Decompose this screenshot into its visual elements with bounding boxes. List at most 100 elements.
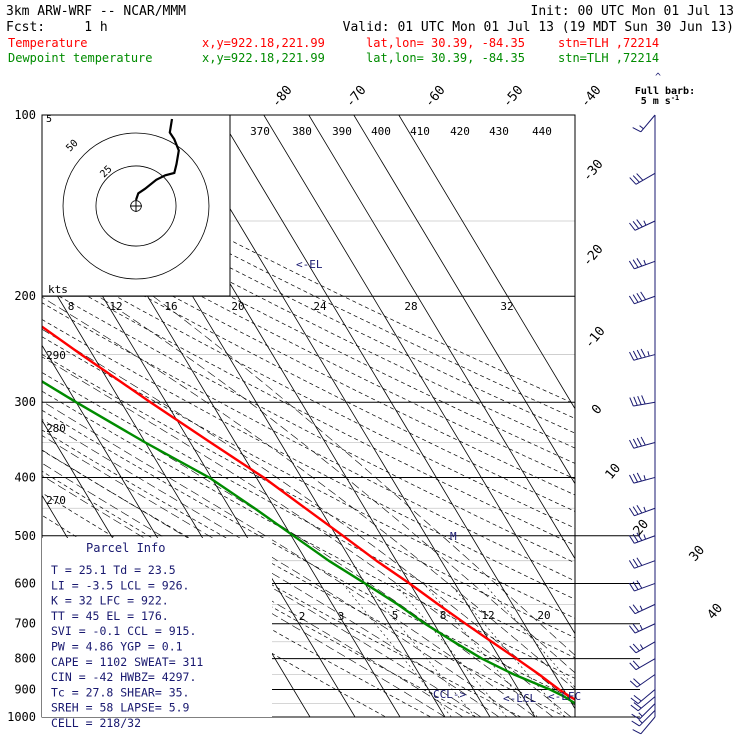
isotherm-tick-label: -50 <box>500 83 527 111</box>
dew-xy: x,y=922.18,221.99 <box>202 51 325 65</box>
wind-barb <box>631 710 656 727</box>
wind-barb <box>629 658 656 671</box>
isotherm-tick-label: 0 <box>589 402 606 418</box>
wind-barb-staff <box>634 623 656 634</box>
theta-e-label: 380 <box>292 125 312 138</box>
parcel-info-bg <box>42 538 272 717</box>
theta-label: 290 <box>46 349 66 362</box>
pressure-tick-label: 300 <box>14 395 36 409</box>
wind-barb-flag <box>633 678 641 686</box>
parcel-info-title: Parcel Info <box>86 541 165 555</box>
wind-barb-flag <box>629 662 637 670</box>
wind-barb <box>628 258 656 270</box>
header-model: 3km ARW-WRF -- NCAR/MMM <box>6 4 186 19</box>
theta-label: 280 <box>46 422 66 435</box>
wind-barb-flag <box>632 506 639 515</box>
wind-barb-flag <box>632 220 640 229</box>
wind-barb-flag <box>632 581 639 590</box>
moist-adiabat <box>42 462 464 717</box>
wind-barb-flag <box>632 259 639 268</box>
wind-barb-flag <box>636 580 643 589</box>
isotherm-tick-label: 10 <box>603 461 625 483</box>
pressure-tick-label: 700 <box>14 617 36 631</box>
isotherm-line <box>308 115 575 560</box>
theta-label: 270 <box>46 494 66 507</box>
parcel-info-row: CIN = -42 HWBZ= 4297. <box>51 670 196 684</box>
wind-barb <box>628 291 656 305</box>
isotherm-tick-label: -70 <box>343 83 370 111</box>
hodograph-ring-label: 5 <box>46 114 52 125</box>
theta-e-label: 440 <box>532 125 552 138</box>
temp-latlon: lat,lon= 30.39, -84.35 <box>366 36 525 50</box>
isotherm-line <box>218 115 575 710</box>
parcel-info-row: CELL = 218/32 <box>51 716 141 730</box>
wind-barb-flag <box>632 558 639 568</box>
theta-e-label: 400 <box>371 125 391 138</box>
wind-barb-flag <box>629 474 635 484</box>
pressure-tick-label: 400 <box>14 470 36 484</box>
hodograph-unit-label: kts <box>48 283 68 296</box>
wind-barb-half-flag <box>647 351 650 357</box>
hodo-speed-label: 8 <box>68 300 75 313</box>
wind-barb <box>629 219 656 231</box>
wind-barb-staff <box>634 560 656 569</box>
theta-e-label: 420 <box>450 125 470 138</box>
wind-barb-flag <box>632 623 640 632</box>
wind-barb-flag <box>629 439 635 449</box>
theta-e-label: 410 <box>410 125 430 138</box>
hodograph-ring <box>62 132 210 280</box>
el-marker: <-EL <box>296 258 323 271</box>
wind-barb-half-flag <box>643 220 647 226</box>
parcel-info-row: TT = 45 EL = 176. <box>51 609 169 623</box>
mixing-ratio-label: 3 <box>338 610 345 623</box>
wind-barb-flag <box>632 604 640 613</box>
plot-frame <box>41 114 576 718</box>
mixing-ratio-line <box>483 583 575 688</box>
wind-barb-flag <box>632 643 640 652</box>
theta-e-label: 370 <box>250 125 270 138</box>
wind-barb-flag <box>640 348 646 358</box>
wind-barb-flag <box>636 258 643 267</box>
wind-barb-flag <box>632 127 642 133</box>
dry-adiabat <box>42 336 575 619</box>
wind-barb-flag <box>629 606 636 614</box>
wind-barb-flag <box>632 438 639 448</box>
temp-stn: stn=TLH ,72214 <box>558 36 659 50</box>
dry-adiabat <box>42 354 575 639</box>
wind-barb-staff <box>636 674 656 688</box>
pressure-tick-label: 800 <box>14 652 36 666</box>
wind-barb-half-flag <box>639 644 644 650</box>
mixing-ratio-line <box>449 583 566 717</box>
wind-barb <box>629 348 656 361</box>
wind-key-line1: Full barb: <box>635 86 695 97</box>
isotherm-line <box>173 115 536 717</box>
wind-barb <box>629 472 656 484</box>
mixing-ratio-label: 12 <box>481 609 494 622</box>
wind-barb-flag <box>636 219 643 228</box>
isotherm-line <box>263 115 575 635</box>
m-marker: M <box>450 530 457 543</box>
mixing-ratio-label: 20 <box>537 609 550 622</box>
wind-barb <box>629 674 656 688</box>
hodo-speed-label: 16 <box>164 300 177 313</box>
wind-barb-flag <box>629 351 635 361</box>
wind-barb-flag <box>636 504 643 514</box>
dew-latlon: lat,lon= 30.39, -84.35 <box>366 51 525 65</box>
isotherm-tick-label: -80 <box>269 83 296 111</box>
wind-barb-flag <box>628 260 635 270</box>
isotherm-tick-label: -20 <box>580 242 607 270</box>
hodo-speed-label: 32 <box>500 300 513 313</box>
wind-barb-flag <box>637 395 642 405</box>
wind-barbs <box>628 114 656 735</box>
wind-barb <box>629 436 656 449</box>
wind-barb-staff <box>635 658 656 671</box>
wind-barb <box>632 716 656 735</box>
wind-barb-flag <box>629 222 636 231</box>
mixing-ratio-label: 8 <box>440 609 447 622</box>
wind-barb <box>630 689 656 704</box>
wind-barb-flag <box>630 697 639 704</box>
hodograph-ring <box>95 165 177 247</box>
isotherm-line <box>398 115 575 410</box>
wind-barb <box>629 623 656 634</box>
